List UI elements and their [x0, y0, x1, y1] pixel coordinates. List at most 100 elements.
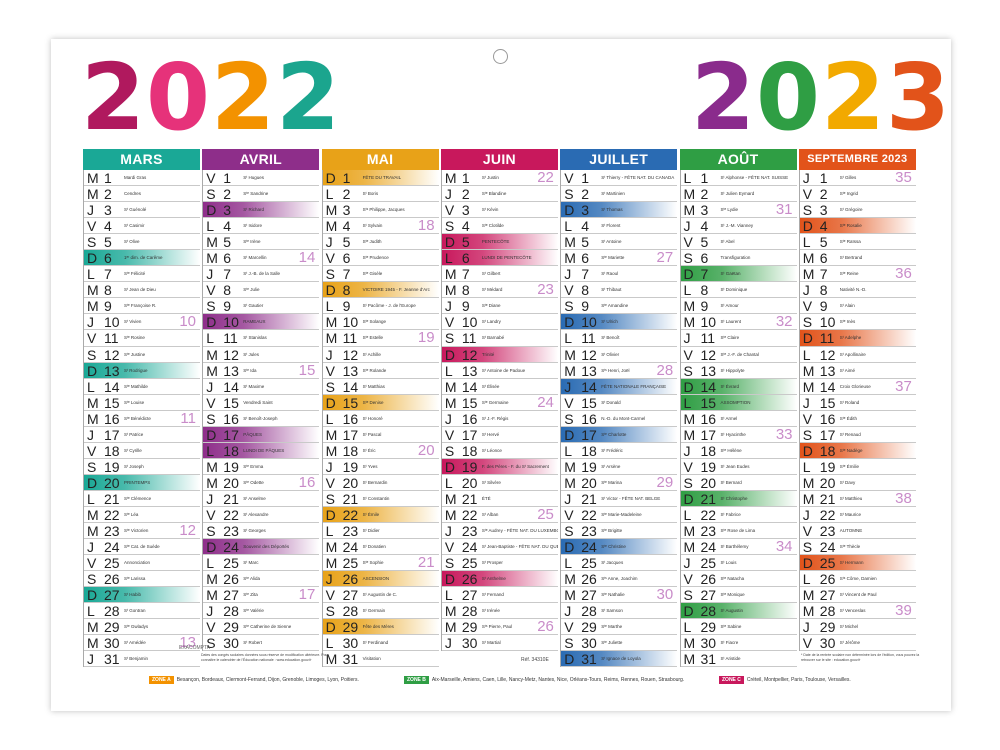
weekday-letter: S — [325, 490, 335, 507]
saint-name: LUNDI DE PÂQUES — [243, 447, 285, 453]
saint-name: Sᵗˢ Philippe, Jacques — [362, 207, 405, 213]
saint-name: Sᵗ Richard — [243, 207, 265, 213]
day-row: J 17 Sᵗ Patrice — [84, 427, 200, 443]
day-row: V 29 Sᵗᵉ Catherine de Sienne — [203, 619, 320, 636]
week-number: 33 — [775, 426, 793, 443]
day-row: L 27 Sᵗ Fernand — [441, 587, 558, 604]
saint-name: Souvenir des Déportés — [243, 544, 290, 550]
saint-name: Sᵗˢ Henri, Joël — [601, 367, 630, 373]
weekday-letter: M — [87, 186, 99, 203]
weekday-letter: L — [206, 218, 215, 235]
day-row: S 20 Sᵗ Bernard — [680, 475, 797, 491]
weekday-letter: M — [87, 282, 99, 299]
day-number: 28 — [700, 603, 717, 620]
day-row: M 8 Sᵗ Jean de Dieu — [84, 282, 200, 299]
day-number: 7 — [104, 266, 112, 283]
saint-name: Sᵗᵉ Diane — [481, 303, 501, 309]
day-number: 29 — [342, 619, 359, 636]
weekday-letter: L — [683, 394, 692, 411]
weekday-letter: V — [802, 523, 813, 540]
day-number: 29 — [819, 619, 836, 636]
day-number: 12 — [342, 346, 359, 363]
saint-name: Sᵗ Médard — [481, 287, 503, 293]
weekday-letter: S — [802, 426, 813, 443]
day-row: V 9 Sᵗ Alain — [799, 298, 916, 315]
saint-name: Sᵗᵉ Marie-Madeleine — [601, 511, 642, 517]
day-row: D 13 Sᵗ Rodrigue — [84, 362, 200, 379]
saint-name: Sᵗ Michel — [839, 624, 859, 630]
day-row: V 12 Sᵗᵉ J.-F. de Chantal — [680, 347, 797, 363]
day-row: M 21 Sᵗ Matthieu 38 — [799, 491, 916, 507]
month-header: AVRIL — [202, 149, 320, 170]
weekday-letter: M — [564, 474, 576, 491]
day-number: 22 — [342, 506, 359, 523]
month-days: D 1 FÊTE DU TRAVAIL L 2 Sᵗ Boris M 3 Sᵗˢ Philipp… — [321, 170, 439, 668]
saint-name: Sᵗᵉ Clotilde — [481, 223, 504, 229]
day-number: 27 — [461, 587, 478, 604]
day-row: M 19 Sᵗᵉ Emma — [203, 459, 320, 475]
weekday-letter: M — [206, 250, 218, 267]
weekday-letter: S — [802, 539, 813, 556]
day-number: 26 — [223, 571, 239, 588]
day-number: 16 — [581, 410, 597, 427]
day-row: L 25 Sᵗ Jacques — [561, 555, 678, 572]
week-number: 10 — [179, 314, 196, 331]
weekday-letter: D — [683, 603, 694, 620]
saint-name: FÊTE NATIONALE FRANÇAISE — [601, 383, 667, 389]
day-row: L 20 Sᵗ Silvère — [441, 475, 558, 491]
day-row: V 1 Sᵗ Hugues — [203, 170, 320, 187]
day-number: 20 — [819, 474, 836, 491]
day-number: 4 — [581, 218, 589, 235]
day-number: 25 — [342, 555, 359, 572]
day-row: V 30 Sᵗ Jérôme — [799, 635, 916, 652]
day-row: D 11 Sᵗ Adelphe — [799, 330, 916, 347]
day-number: 28 — [819, 603, 836, 620]
weekday-letter: D — [87, 250, 98, 267]
day-number: 20 — [104, 474, 120, 491]
day-row: S 19 Sᵗ Joseph — [84, 459, 200, 475]
day-row: L 21 Sᵗᵉ Clémence — [84, 491, 200, 507]
day-row: V 13 Sᵗᵉ Rolande — [322, 363, 439, 379]
saint-name: Sᵗᵉ Solange — [362, 319, 387, 325]
day-row: M 22 Sᵗᵉ Léa — [84, 507, 200, 524]
day-row: S 26 Sᵗᵉ Larissa — [84, 571, 200, 588]
saint-name: Sᵗ Sylvain — [362, 223, 383, 229]
day-row: D 4 Sᵗᵉ Rosalie — [799, 218, 916, 235]
weekday-letter: V — [683, 458, 693, 475]
day-row: D 27 Sᵗ Habib — [84, 587, 200, 604]
month-header: JUIN — [440, 149, 558, 170]
month-header: AOÛT — [679, 149, 797, 170]
day-number: 19 — [342, 458, 359, 475]
saint-name: Transfiguration — [720, 255, 751, 261]
weekday-letter: V — [206, 170, 216, 186]
weekday-letter: M — [325, 442, 338, 459]
weekday-letter: V — [206, 619, 216, 636]
day-row: J 4 Sᵗ J.-M. Vianney — [680, 218, 797, 235]
weekday-letter: V — [683, 571, 693, 588]
saint-name: Sᵗ Ferdinand — [362, 640, 389, 646]
weekday-letter: J — [802, 619, 810, 636]
day-number: 9 — [819, 298, 828, 315]
weekday-letter: L — [683, 619, 692, 636]
weekday-letter: V — [87, 330, 97, 347]
day-number: 25 — [461, 555, 478, 572]
week-number: 27 — [656, 250, 674, 267]
day-row: M 7 Sᵗᵉ Reine 36 — [799, 266, 916, 283]
weekday-letter: M — [683, 410, 696, 427]
weekday-letter: V — [564, 394, 574, 411]
weekday-letter: D — [206, 314, 217, 331]
day-row: M 13 Sᵗ Aimé — [799, 363, 916, 379]
weekday-letter: M — [444, 378, 457, 395]
saint-name: VICTOIRE 1945 - F. Jeanne d'Arc — [362, 287, 430, 293]
weekday-letter: S — [564, 635, 574, 652]
saint-name: Sᵗ Hermann — [839, 560, 864, 566]
day-number: 1 — [104, 170, 112, 186]
day-number: 7 — [819, 266, 828, 283]
day-row: S 23 Sᵗᵉ Brigitte — [561, 523, 678, 540]
saint-name: Sᵗ Renaud — [839, 431, 861, 437]
weekday-letter: J — [564, 378, 572, 395]
saint-name: Sᵗ Gilbert — [481, 271, 501, 277]
saint-name: Sᵗᵉ Bénédicte — [124, 415, 151, 421]
day-row: S 12 Sᵗᵉ Justine — [84, 347, 200, 363]
saint-name: Sᵗ Alban — [481, 511, 499, 517]
